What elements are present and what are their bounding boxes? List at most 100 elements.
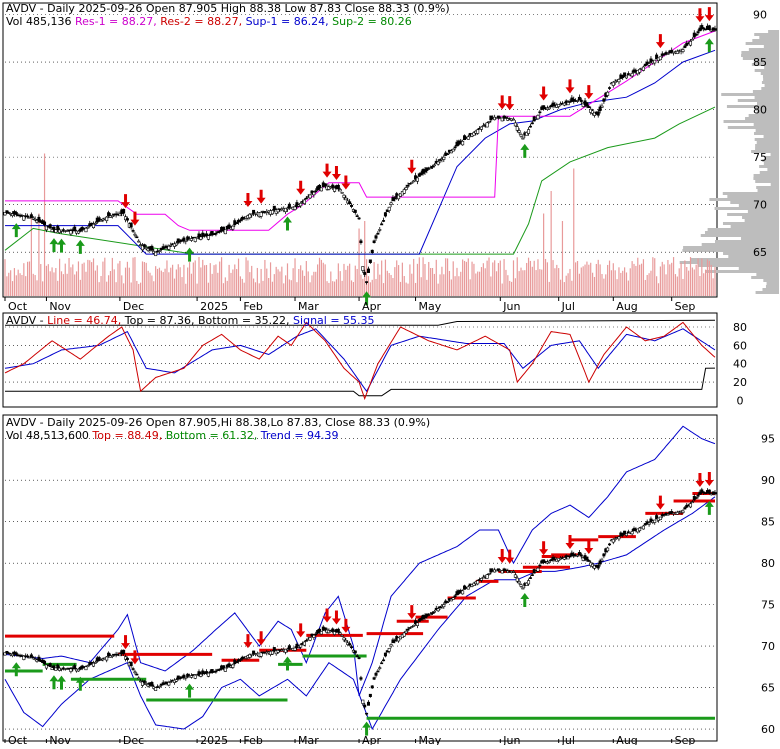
bollinger-candle-body [338,632,342,635]
bollinger-buy-arrow [11,662,21,677]
price-header-line2: Vol 485,136 Res-1 = 88.27, Res-2 = 88.27… [6,15,412,28]
bollinger-candle-body [86,665,90,668]
oscillator-bottom-line [5,367,716,397]
sell-signal-arrow [497,95,507,110]
bollinger-x-tick-label: Dec [123,734,144,745]
bollinger-candle-body [174,679,178,682]
bollinger-candle-body [376,670,380,673]
resistance-1-line [5,30,716,231]
bollinger-candle-body [314,633,318,636]
price-candle-body [131,230,135,232]
volume-profile-bar [751,150,779,153]
price-candle-body [429,167,433,170]
bollinger-candle-body [350,646,354,649]
price-candle-body [713,28,717,31]
price-x-tick-label: Apr [362,300,382,313]
bollinger-candle-body [681,510,685,513]
volume-profile-bar [751,276,779,279]
oscillator-signal-line [4,328,716,393]
bollinger-y-tick-label: 80 [761,557,775,570]
bollinger-candle-body [22,655,26,660]
bollinger-candle-body [122,649,126,654]
bollinger-candle-body [129,661,133,667]
bollinger-candle-body [638,527,642,532]
price-candle-body [376,232,380,235]
bollinger-buy-arrow [520,593,530,608]
volume-profile-bar [759,171,779,174]
price-candle-body [641,66,645,71]
price-candle-body [557,104,561,107]
volume-profile-bar [753,177,779,180]
volume-profile-bar [756,141,779,144]
bollinger-candle-body [133,671,137,674]
price-candle-body [698,27,702,32]
bollinger-candle-body [547,560,551,563]
bollinger-candle-body [308,637,312,641]
volume-profile-bar [748,114,779,117]
bollinger-candle-body [562,557,566,560]
volume-profile-bar [722,192,779,195]
bollinger-candle-body [530,574,534,576]
price-candle-body [700,25,704,30]
bollinger-candle-body [366,701,370,706]
oscillator-header-part-0: AVDV - [6,314,47,327]
price-candle-body [199,236,203,240]
volume-profile-bar [756,111,779,114]
price-candle-body [73,226,77,232]
bollinger-buy-arrow [56,675,66,690]
bollinger-sell-arrow [584,540,594,555]
price-candle-body [69,230,73,235]
bollinger-candle-body [436,608,440,612]
buy-signal-arrow [75,239,85,254]
bollinger-candle-body [319,631,323,635]
price-candle-body [530,122,534,125]
buy-signal-arrow [362,291,372,306]
price-candle-body [689,41,693,46]
price-candle-body [125,218,129,221]
bollinger-candle-body [7,652,11,655]
bollinger-candle-body [579,554,583,557]
price-candle-body [359,240,363,244]
price-candle-body [92,223,96,229]
bollinger-candle-body [453,595,457,597]
bollinger-candle-body [666,513,670,516]
price-y-tick-label: 65 [753,246,767,259]
sell-signal-arrow [243,192,253,207]
bollinger-candle-body [713,492,717,495]
volume-profile-bar [757,189,779,192]
bollinger-candle-body [101,658,105,661]
price-candle-body [624,75,628,79]
bollinger-y-tick-label: 85 [761,516,775,529]
price-candle-body [374,235,378,239]
price-header-line1: AVDV - Daily 2025-09-26 Open 87.905 High… [6,2,450,15]
price-candle-body [500,117,504,122]
volume-profile-bar [738,267,779,270]
bollinger-candle-body [195,674,199,677]
volume-profile-bar [768,30,779,33]
oscillator-y-tick-label: 40 [733,358,747,371]
price-candle-body [525,132,529,136]
bollinger-candle-body [412,625,416,627]
oscillator-y-tick-label: 0 [737,394,744,407]
bollinger-panel [2,414,718,742]
bollinger-candle-body [700,489,704,493]
volume-profile-bar [737,99,779,102]
volume-profile-bar [761,81,779,84]
price-candle-body [167,245,171,250]
bollinger-candle-body [698,491,702,495]
price-candle-body [702,27,706,30]
sell-signal-arrow [539,86,549,101]
bollinger-candle-body [199,673,203,677]
price-candle-body [285,207,289,210]
bollinger-candle-body [142,680,146,683]
price-candle-body [314,190,318,193]
bollinger-candle-body [304,640,308,642]
bollinger-sell-arrow [296,623,306,638]
bollinger-candle-body [536,567,540,572]
bollinger-candle-body [150,682,154,687]
bollinger-x-tick-label: Jul [561,734,575,745]
bollinger-candle-body [404,630,408,634]
bollinger-candle-body [655,515,659,520]
price-candle-body [50,229,54,233]
oscillator-main-line [4,321,716,401]
